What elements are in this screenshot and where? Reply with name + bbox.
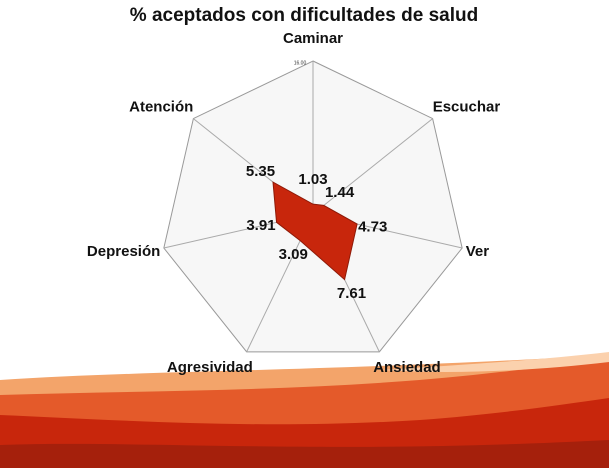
background-swoosh bbox=[0, 352, 609, 468]
value-label: 3.09 bbox=[279, 246, 308, 263]
value-label: 5.35 bbox=[246, 163, 275, 180]
category-label: Depresión bbox=[87, 243, 160, 260]
category-label: Agresividad bbox=[167, 359, 253, 376]
category-label: Caminar bbox=[283, 30, 343, 47]
value-label: 3.91 bbox=[246, 217, 275, 234]
value-label: 1.44 bbox=[325, 184, 355, 201]
category-label: Escuchar bbox=[433, 98, 501, 115]
chart-title: % aceptados con dificultades de salud bbox=[130, 5, 478, 26]
category-label: Ansiedad bbox=[373, 359, 441, 376]
value-label: 7.61 bbox=[337, 285, 366, 302]
value-label: 4.73 bbox=[358, 219, 387, 236]
category-label: Atención bbox=[129, 98, 193, 115]
chart: % aceptados con dificultades de salud 16… bbox=[0, 0, 609, 468]
category-label: Ver bbox=[466, 243, 490, 260]
value-label: 1.03 bbox=[298, 171, 327, 188]
y-tick-label: 16.00 bbox=[294, 60, 307, 66]
